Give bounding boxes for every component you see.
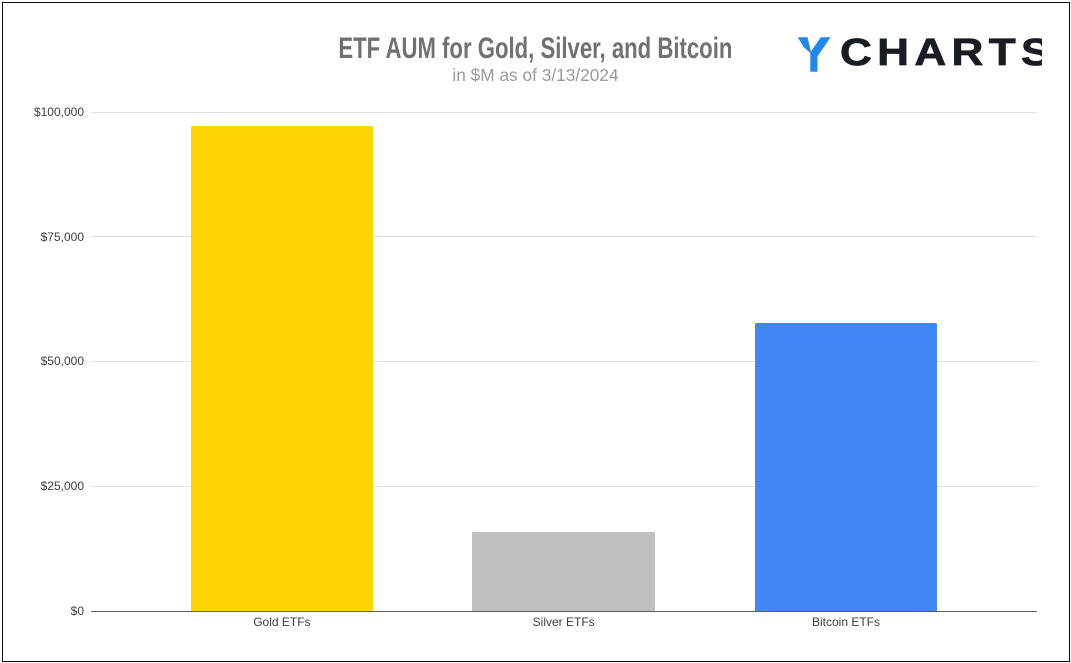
- svg-text:CHARTS: CHARTS: [840, 37, 1042, 73]
